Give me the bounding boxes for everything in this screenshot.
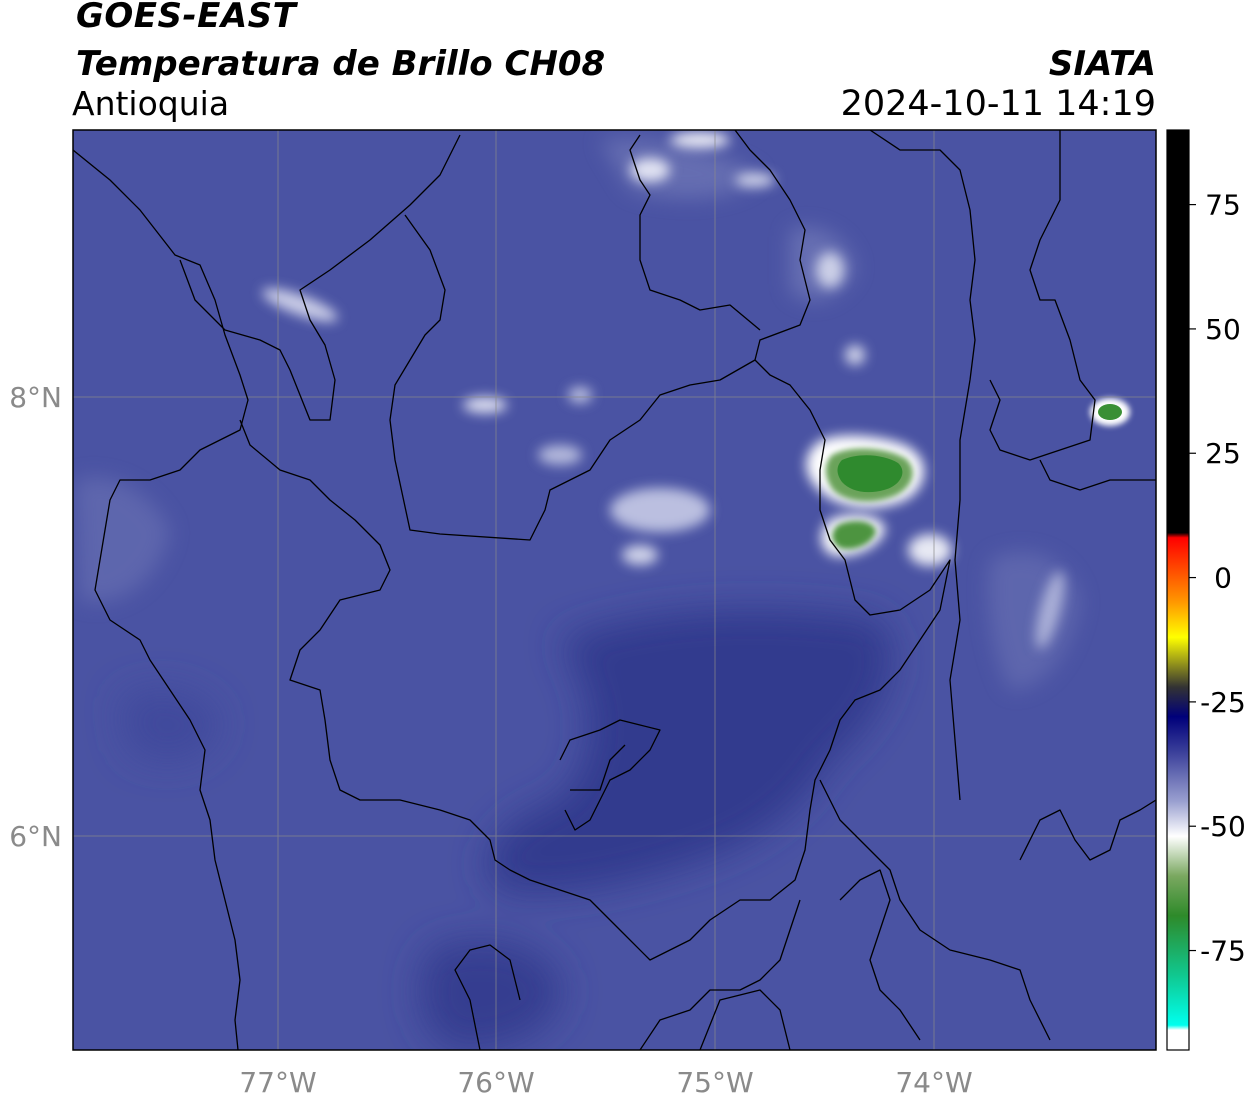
colorbar: 75 50 25 0 -25 -50 -75: [1166, 129, 1246, 1051]
lat-tick-6n: 6°N: [9, 820, 62, 853]
graticule: [73, 130, 1156, 1050]
lon-tick-75w: 75°W: [676, 1066, 753, 1099]
convective-cell-main: [806, 435, 924, 508]
border-inner-2: [570, 744, 626, 791]
border-choco: [454, 944, 521, 1050]
dark-cloud-free-region: [120, 609, 892, 1050]
colorbar-tick-label: 75: [1205, 189, 1241, 222]
colorbar-gradient: [1167, 130, 1189, 1050]
colorbar-frame: [1166, 129, 1190, 1051]
coastline-uraba: [73, 149, 249, 1050]
border-antioquia: [239, 214, 951, 961]
border-inner-3: [839, 869, 921, 1041]
border-north: [629, 134, 761, 331]
lon-tick-77w: 77°W: [239, 1066, 316, 1099]
convective-cell-far-east: [1090, 398, 1130, 426]
colorbar-tick-label: -75: [1200, 935, 1246, 968]
colorbar-tick-label: 0: [1214, 562, 1232, 595]
map-frame: [72, 129, 1157, 1051]
colorbar-tick-label: -50: [1200, 810, 1246, 843]
lon-axis-labels: 77°W 76°W 75°W 74°W: [239, 1066, 972, 1099]
boundaries: [73, 130, 1156, 1050]
map-background: [73, 130, 1156, 1050]
region-subtitle: Antioquia: [72, 84, 230, 123]
border-inner-4: [699, 989, 791, 1050]
colorbar-ticks: 75 50 25 0 -25 -50 -75: [1189, 189, 1246, 968]
border-santander: [869, 130, 976, 801]
border-boyaca: [819, 779, 1051, 1041]
lon-tick-76w: 76°W: [457, 1066, 534, 1099]
product-title: Temperatura de Brillo CH08: [76, 44, 606, 84]
lat-tick-8n: 8°N: [9, 381, 62, 414]
border-venezuela: [989, 130, 1096, 461]
colorbar-tick-label: 50: [1205, 313, 1241, 346]
timestamp-label: 2024-10-11 14:19: [840, 84, 1156, 124]
satellite-title: GOES-EAST: [76, 0, 297, 36]
map-panel: [73, 130, 1156, 1050]
border-caldas: [639, 899, 801, 1050]
border-inner-1: [559, 719, 661, 831]
colorbar-tick-label: 25: [1205, 437, 1241, 470]
organization-label: SIATA: [1048, 44, 1156, 84]
coastline-gulf: [179, 134, 461, 421]
convective-cell-lower: [821, 514, 885, 557]
border-venezuela-2: [1039, 459, 1156, 491]
lat-axis-labels: 8°N 6°N: [9, 381, 62, 853]
colorbar-tick-label: -25: [1200, 686, 1246, 719]
border-se: [1019, 799, 1156, 861]
lon-tick-74w: 74°W: [895, 1066, 972, 1099]
border-east: [734, 130, 811, 361]
